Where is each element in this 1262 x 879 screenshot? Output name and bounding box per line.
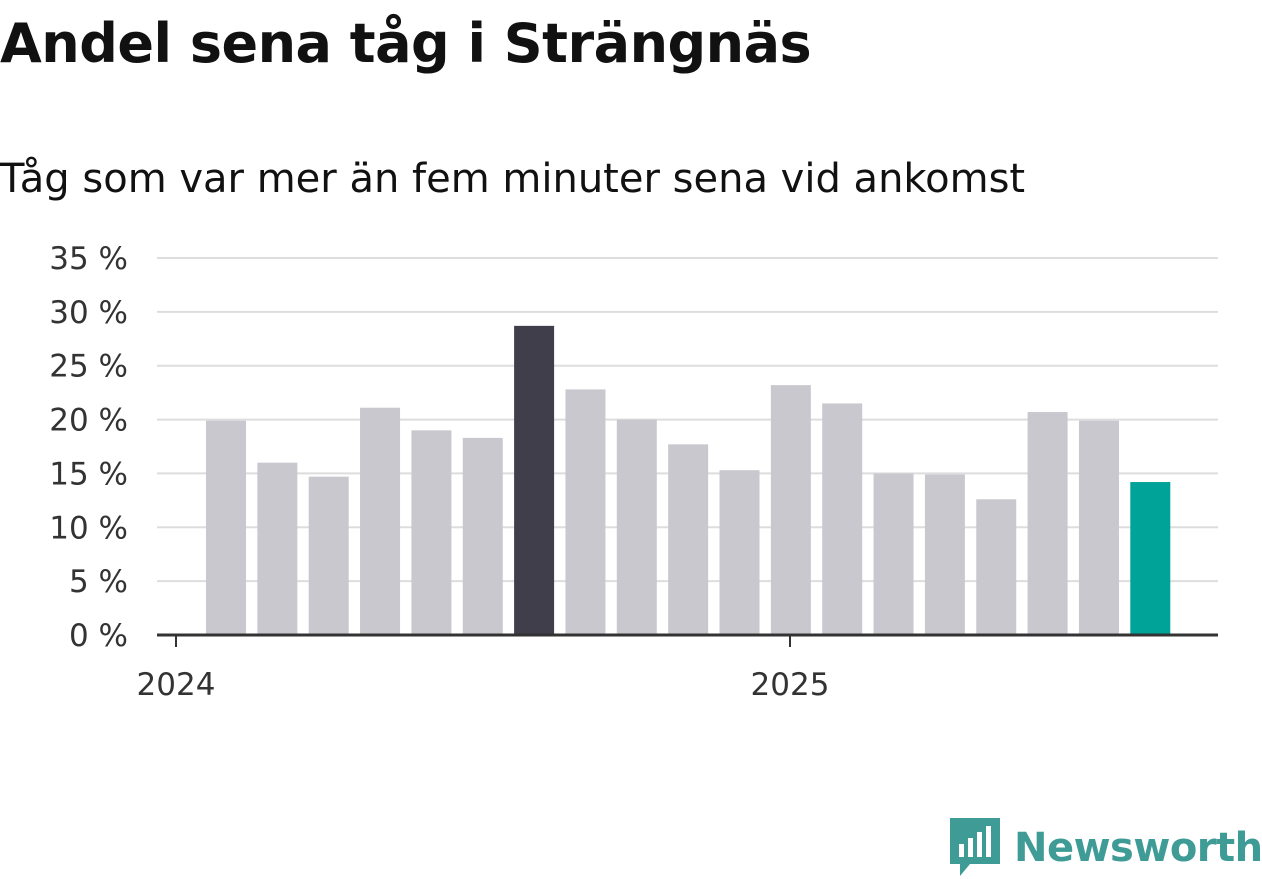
x-tick-label: 2024	[137, 667, 216, 703]
bar	[873, 473, 914, 635]
bar	[1130, 482, 1171, 635]
y-tick-label: 5 %	[69, 564, 128, 600]
y-tick-label: 30 %	[49, 295, 128, 331]
y-tick-label: 0 %	[69, 618, 128, 654]
x-axis	[157, 633, 1218, 647]
x-tick-label: 2025	[751, 667, 830, 703]
bar	[976, 499, 1017, 635]
bar	[822, 403, 863, 635]
y-tick-label: 25 %	[49, 349, 128, 385]
y-tick-label: 10 %	[49, 510, 128, 546]
bar	[360, 407, 401, 635]
y-tick-label: 15 %	[49, 456, 128, 492]
bar	[565, 389, 606, 635]
bar-chart: 0 % 5 % 10 % 15 % 20 % 25 % 30 % 35 % 2024 2025	[49, 241, 1218, 703]
bar	[719, 470, 760, 635]
bar	[616, 419, 657, 635]
bar	[924, 474, 965, 635]
bar	[770, 385, 811, 635]
newsworthy-logo-icon	[950, 818, 1000, 876]
x-axis-labels: 2024 2025	[137, 667, 830, 703]
bar	[257, 462, 298, 635]
bar	[411, 430, 452, 635]
chart-subtitle: Tåg som var mer än fem minuter sena vid …	[0, 156, 1026, 202]
bar	[668, 444, 709, 635]
bar	[1078, 420, 1119, 635]
bar	[462, 437, 503, 635]
chart-title: Andel sena tåg i Strängnäs	[0, 12, 812, 75]
bar	[514, 325, 555, 635]
y-tick-label: 35 %	[49, 241, 128, 277]
y-axis-labels: 0 % 5 % 10 % 15 % 20 % 25 % 30 % 35 %	[49, 241, 128, 654]
brand-name: Newsworthy	[1014, 825, 1262, 871]
y-tick-label: 20 %	[49, 403, 128, 439]
newsworthy-logo: Newsworthy	[950, 818, 1262, 878]
bar	[308, 476, 349, 635]
bar	[206, 420, 246, 635]
bar	[1027, 412, 1068, 635]
bars	[206, 325, 1171, 635]
